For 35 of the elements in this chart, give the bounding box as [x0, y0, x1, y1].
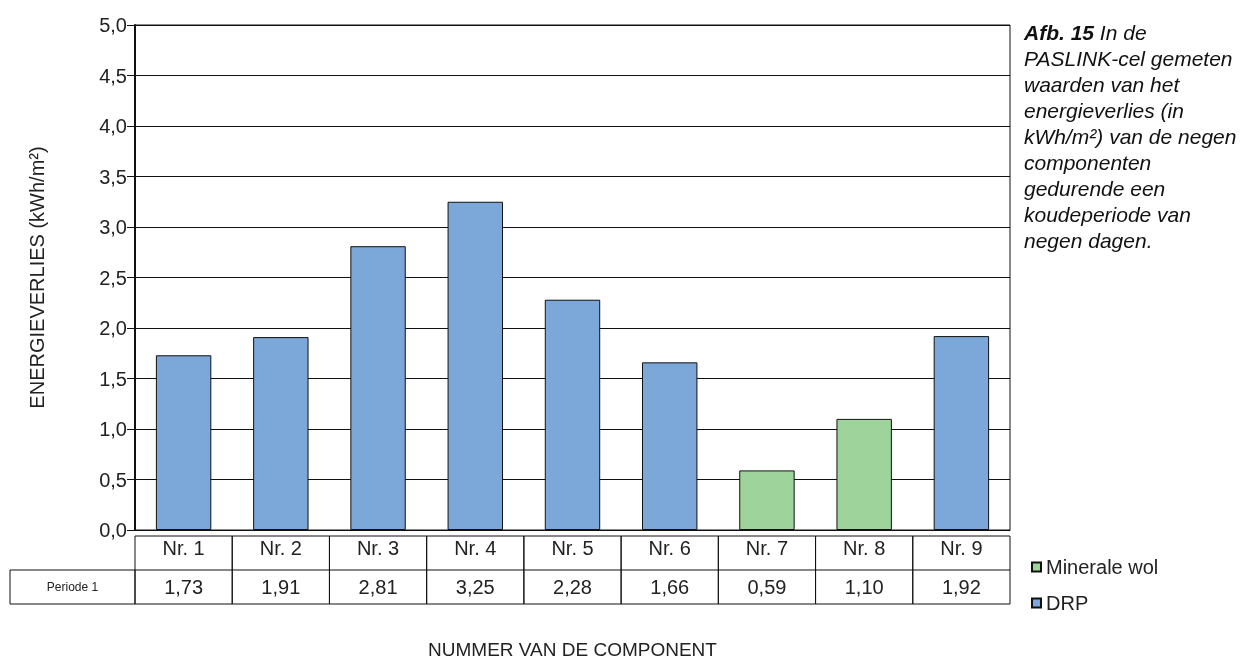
y-tick-label: 3,0: [99, 216, 127, 238]
data-label: 1,91: [261, 576, 301, 598]
x-tick-label: Nr. 2: [259, 537, 302, 559]
x-tick-label: Nr. 5: [551, 537, 594, 559]
data-label: 0,59: [747, 576, 787, 598]
x-axis-title: NUMMER VAN DE COMPONENT: [428, 639, 718, 660]
data-label: 1,73: [164, 576, 204, 598]
y-tick-label: 3,5: [99, 165, 127, 188]
x-tick-label: Nr. 4: [454, 537, 497, 559]
y-tick-label: 2,5: [99, 266, 127, 289]
x-tick-label: Nr. 9: [940, 537, 983, 559]
data-label: 1,66: [650, 576, 690, 598]
y-axis-title: ENERGIEVERLIES (kWh/m²): [26, 146, 48, 409]
data-label: 1,92: [941, 576, 981, 598]
y-tick-label: 0,5: [99, 468, 127, 491]
text: Periode 1: [46, 580, 99, 594]
data-label: 2,81: [358, 576, 398, 598]
y-tick-label: 0,0: [99, 519, 127, 541]
legend-label: DRP: [1046, 592, 1089, 614]
legend-label: Minerale wol: [1046, 556, 1159, 578]
text: Afb. 15: [1024, 21, 1095, 44]
x-tick-label: Nr. 1: [162, 537, 205, 559]
y-tick-label: 1,5: [99, 367, 127, 390]
data-label: 3,25: [455, 576, 495, 598]
y-tick-label: 4,0: [99, 115, 127, 137]
y-tick-label: 2,0: [99, 317, 127, 339]
data-label: 2,28: [553, 576, 592, 598]
y-tick-label: 5,0: [99, 14, 127, 36]
x-tick-label: Nr. 3: [356, 537, 400, 559]
y-tick-label: 4,5: [99, 64, 127, 87]
data-label: 1,10: [844, 576, 884, 598]
y-tick-label: 1,0: [99, 418, 127, 440]
x-tick-label: Nr. 7: [745, 537, 789, 559]
x-tick-label: Nr. 8: [843, 537, 886, 559]
x-tick-label: Nr. 6: [648, 537, 691, 559]
